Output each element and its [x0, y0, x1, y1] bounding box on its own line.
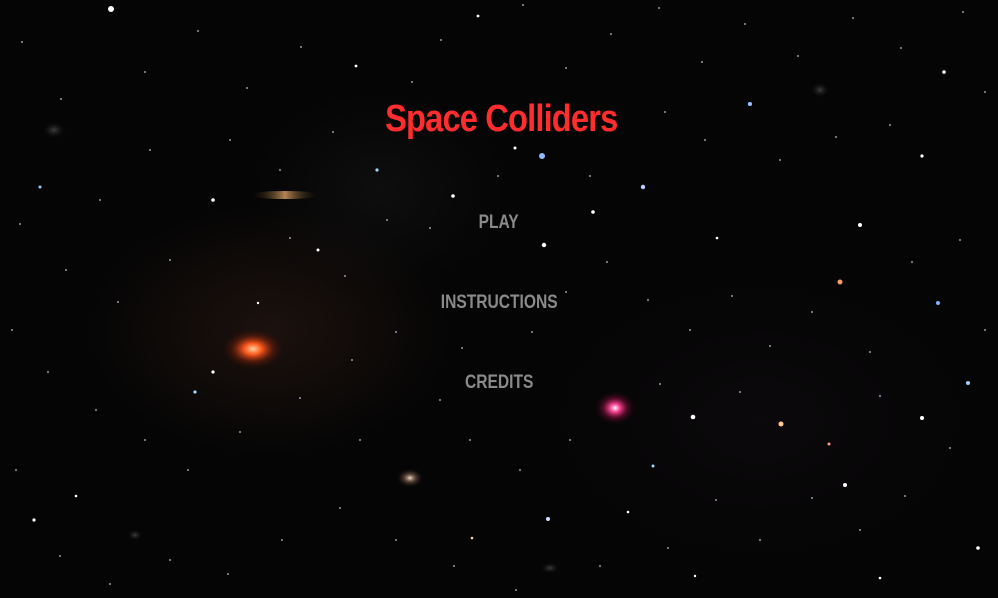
star — [878, 576, 882, 580]
star — [693, 574, 697, 578]
star — [591, 210, 595, 214]
faint-galaxy — [42, 121, 66, 139]
faint-galaxy — [540, 562, 560, 574]
star — [920, 154, 924, 158]
star — [470, 536, 474, 540]
faint-stars — [11, 4, 986, 591]
star — [354, 64, 358, 68]
play-button-label: PLAY — [478, 212, 519, 233]
star — [211, 370, 215, 374]
star — [211, 198, 215, 202]
star — [108, 6, 114, 12]
game-title-text: Space Colliders — [385, 98, 618, 140]
instructions-button[interactable]: INSTRUCTIONS — [90, 292, 908, 314]
tan-galaxy — [396, 468, 424, 488]
credits-button-label: CREDITS — [464, 372, 534, 393]
star — [546, 517, 550, 521]
faint-galaxy — [810, 82, 830, 98]
star — [690, 414, 696, 420]
star — [316, 248, 320, 252]
star — [976, 546, 980, 550]
star — [748, 102, 752, 106]
star — [858, 223, 862, 227]
star — [256, 301, 260, 305]
star — [843, 483, 847, 487]
star — [827, 442, 831, 446]
star — [193, 390, 197, 394]
star — [778, 421, 784, 427]
star — [715, 236, 719, 240]
star — [837, 279, 843, 285]
star — [375, 168, 379, 172]
star — [651, 464, 655, 468]
pink-star — [593, 390, 637, 426]
orange-galaxy — [219, 327, 287, 371]
star — [74, 494, 78, 498]
star — [936, 301, 940, 305]
credits-button[interactable]: CREDITS — [90, 372, 908, 394]
instructions-button-label: INSTRUCTIONS — [440, 292, 558, 313]
star — [451, 194, 455, 198]
play-button[interactable]: PLAY — [89, 212, 907, 234]
star — [539, 153, 545, 159]
star — [640, 184, 646, 190]
star — [513, 146, 517, 150]
star — [476, 14, 480, 18]
faint-galaxy — [127, 529, 143, 541]
star — [942, 70, 946, 74]
edge-on-galaxy — [249, 191, 321, 199]
star — [920, 416, 924, 420]
star — [541, 242, 547, 248]
game-title: Space Colliders — [72, 98, 930, 141]
star — [32, 518, 36, 522]
star — [38, 185, 42, 189]
star — [966, 381, 970, 385]
star — [626, 510, 630, 514]
